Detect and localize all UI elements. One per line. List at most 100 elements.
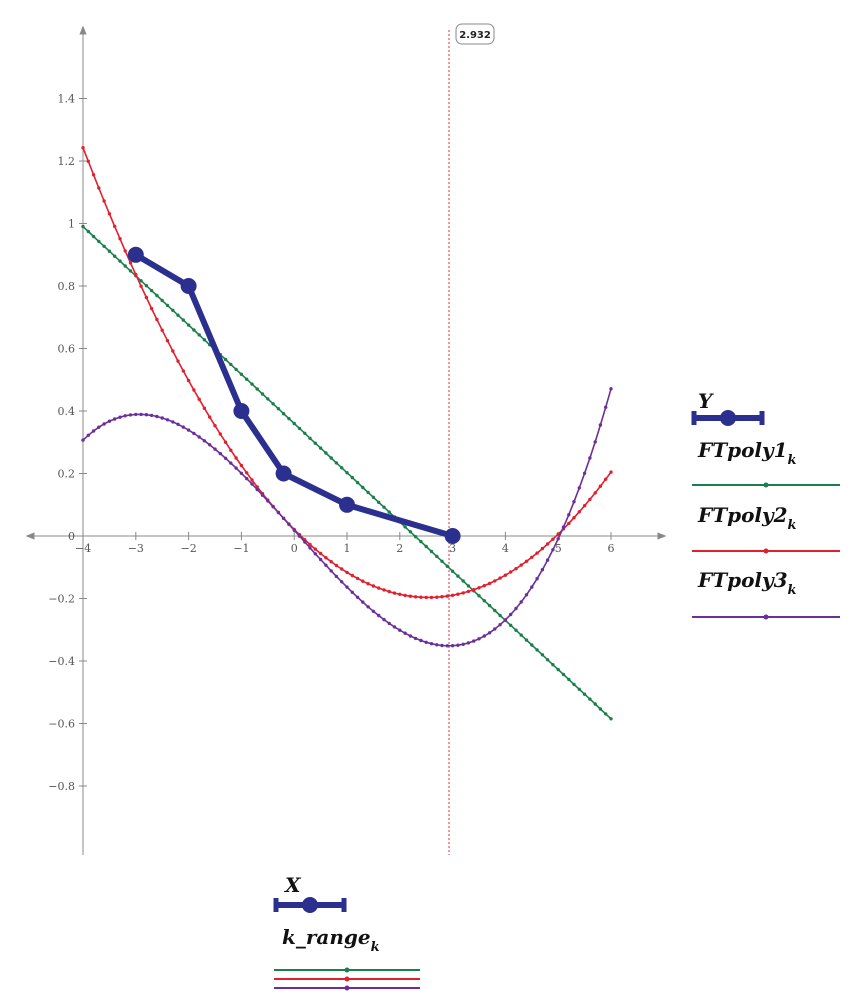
- fit-point-3: [377, 613, 381, 618]
- x-tick-label: 4: [502, 542, 509, 555]
- fit-point-2: [440, 595, 444, 599]
- fit-point-2: [123, 249, 127, 253]
- fit-point-3: [287, 522, 291, 526]
- fit-point-2: [218, 432, 222, 436]
- fit-point-2: [197, 397, 201, 401]
- fit-point-1: [530, 643, 534, 647]
- fit-point-1: [160, 298, 164, 303]
- legend-entry-1-sub: k: [788, 453, 797, 468]
- fit-point-1: [186, 323, 191, 327]
- fit-point-3: [609, 387, 613, 391]
- fit-point-1: [192, 328, 196, 332]
- x-tick-label: 6: [608, 542, 615, 555]
- fit-point-1: [540, 653, 545, 657]
- fit-point-3: [340, 580, 344, 584]
- fit-point-3: [81, 438, 85, 442]
- x-tick-group: −4 −3 −2 −1 0 1 2 3 4 5 6: [75, 532, 615, 555]
- fit-point-2: [519, 563, 523, 567]
- fit-point-1: [97, 239, 101, 244]
- fit-point-3: [239, 471, 244, 475]
- legend-entry-1-base: FTpoly1: [697, 438, 788, 462]
- legend-x-entry-sub: k: [371, 940, 380, 955]
- cursor-readout-box[interactable]: [455, 23, 495, 45]
- cursor[interactable]: 2.932: [448, 23, 495, 855]
- fit-point-3: [392, 625, 397, 629]
- fit-point-1: [113, 254, 117, 258]
- fit-point-1: [165, 303, 170, 308]
- fit-point-2: [91, 173, 96, 177]
- fit-point-2: [545, 542, 550, 546]
- y-tick-label: 0.2: [58, 468, 76, 481]
- legend-entry-2-label: FTpoly2k: [697, 503, 797, 533]
- fit-point-3: [208, 443, 212, 447]
- fit-point-2: [472, 588, 476, 592]
- fit-point-1: [345, 471, 349, 475]
- fit-point-3: [113, 417, 117, 421]
- fit-point-3: [445, 644, 449, 648]
- fit-point-3: [371, 609, 376, 613]
- fit-point-3: [128, 413, 133, 417]
- fit-point-3: [245, 476, 249, 481]
- fit-point-1: [561, 672, 566, 677]
- fit-point-1: [176, 313, 180, 317]
- fit-point-3: [234, 466, 238, 470]
- data-line: [134, 252, 454, 539]
- legend-y-data-marker: [720, 410, 736, 426]
- fit-point-2: [176, 359, 180, 363]
- fit-point-3: [134, 412, 138, 417]
- fit-point-2: [424, 595, 428, 600]
- y-tick-label: −0.8: [48, 780, 75, 793]
- fit-point-3: [408, 634, 413, 638]
- fit-point-3: [456, 643, 460, 647]
- x-tick-label: 3: [449, 542, 456, 555]
- fit-point-2: [329, 560, 333, 564]
- x-tick-label: −1: [233, 542, 249, 555]
- legend-x-entry-base: k_range: [282, 925, 371, 949]
- fit-point-2: [482, 584, 486, 588]
- legend-x-title: X: [283, 873, 302, 897]
- fit-point-3: [213, 447, 217, 451]
- fit-point-3: [313, 552, 317, 556]
- fit-point-2: [165, 339, 170, 343]
- fit-point-3: [223, 456, 228, 460]
- fit-point-2: [139, 284, 143, 288]
- fit-point-3: [155, 414, 159, 419]
- fit-point-3: [91, 429, 96, 433]
- fit-point-3: [604, 405, 608, 409]
- fit-point-2: [250, 478, 254, 482]
- fit-point-1: [292, 421, 296, 426]
- fit-point-1: [593, 702, 597, 706]
- fit-point-3: [593, 440, 597, 444]
- fit-point-2: [149, 306, 154, 311]
- fit-point-3: [197, 435, 201, 439]
- fit-point-1: [318, 446, 323, 450]
- fit-point-3: [281, 516, 286, 521]
- legend-x-entry-label: k_rangek: [282, 925, 380, 955]
- data-point: [339, 496, 355, 513]
- fit-point-2: [318, 551, 323, 556]
- fit-point-3: [450, 644, 455, 648]
- fit-point-1: [403, 525, 407, 529]
- fit-point-1: [91, 234, 96, 239]
- fit-point-3: [139, 412, 143, 417]
- fit-point-3: [202, 439, 207, 443]
- fit-point-2: [340, 567, 344, 571]
- fit-point-2: [81, 146, 85, 150]
- legend-entry-2-sub: k: [788, 518, 797, 533]
- fit-point-1: [324, 451, 328, 455]
- fit-point-2: [181, 369, 185, 373]
- fit-point-3: [588, 456, 592, 460]
- fit-point-3: [250, 482, 254, 486]
- y-tick-label: −0.4: [48, 655, 75, 668]
- fit-point-1: [155, 293, 159, 298]
- legend-y-title: Y: [698, 389, 714, 413]
- fit-point-1: [572, 682, 576, 687]
- y-tick-label: 1.2: [58, 155, 76, 168]
- fit-point-1: [509, 623, 513, 627]
- fit-line-3: [82, 388, 612, 647]
- fit-point-2: [202, 406, 207, 410]
- fit-point-1: [313, 441, 317, 445]
- fit-point-1: [604, 712, 608, 716]
- fit-point-1: [413, 535, 418, 539]
